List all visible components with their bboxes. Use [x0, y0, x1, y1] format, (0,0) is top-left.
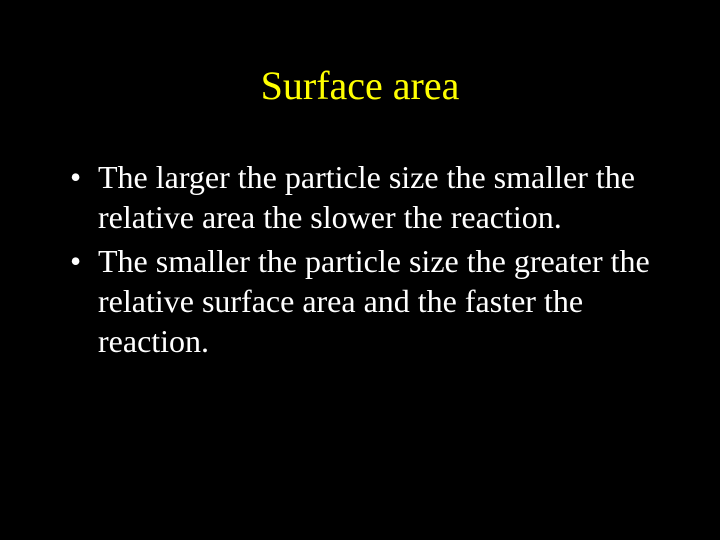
slide-title: Surface area	[50, 62, 670, 109]
bullet-item: The smaller the particle size the greate…	[70, 241, 670, 361]
bullet-item: The larger the particle size the smaller…	[70, 157, 670, 237]
bullet-list: The larger the particle size the smaller…	[50, 157, 670, 361]
slide-container: Surface area The larger the particle siz…	[0, 0, 720, 540]
